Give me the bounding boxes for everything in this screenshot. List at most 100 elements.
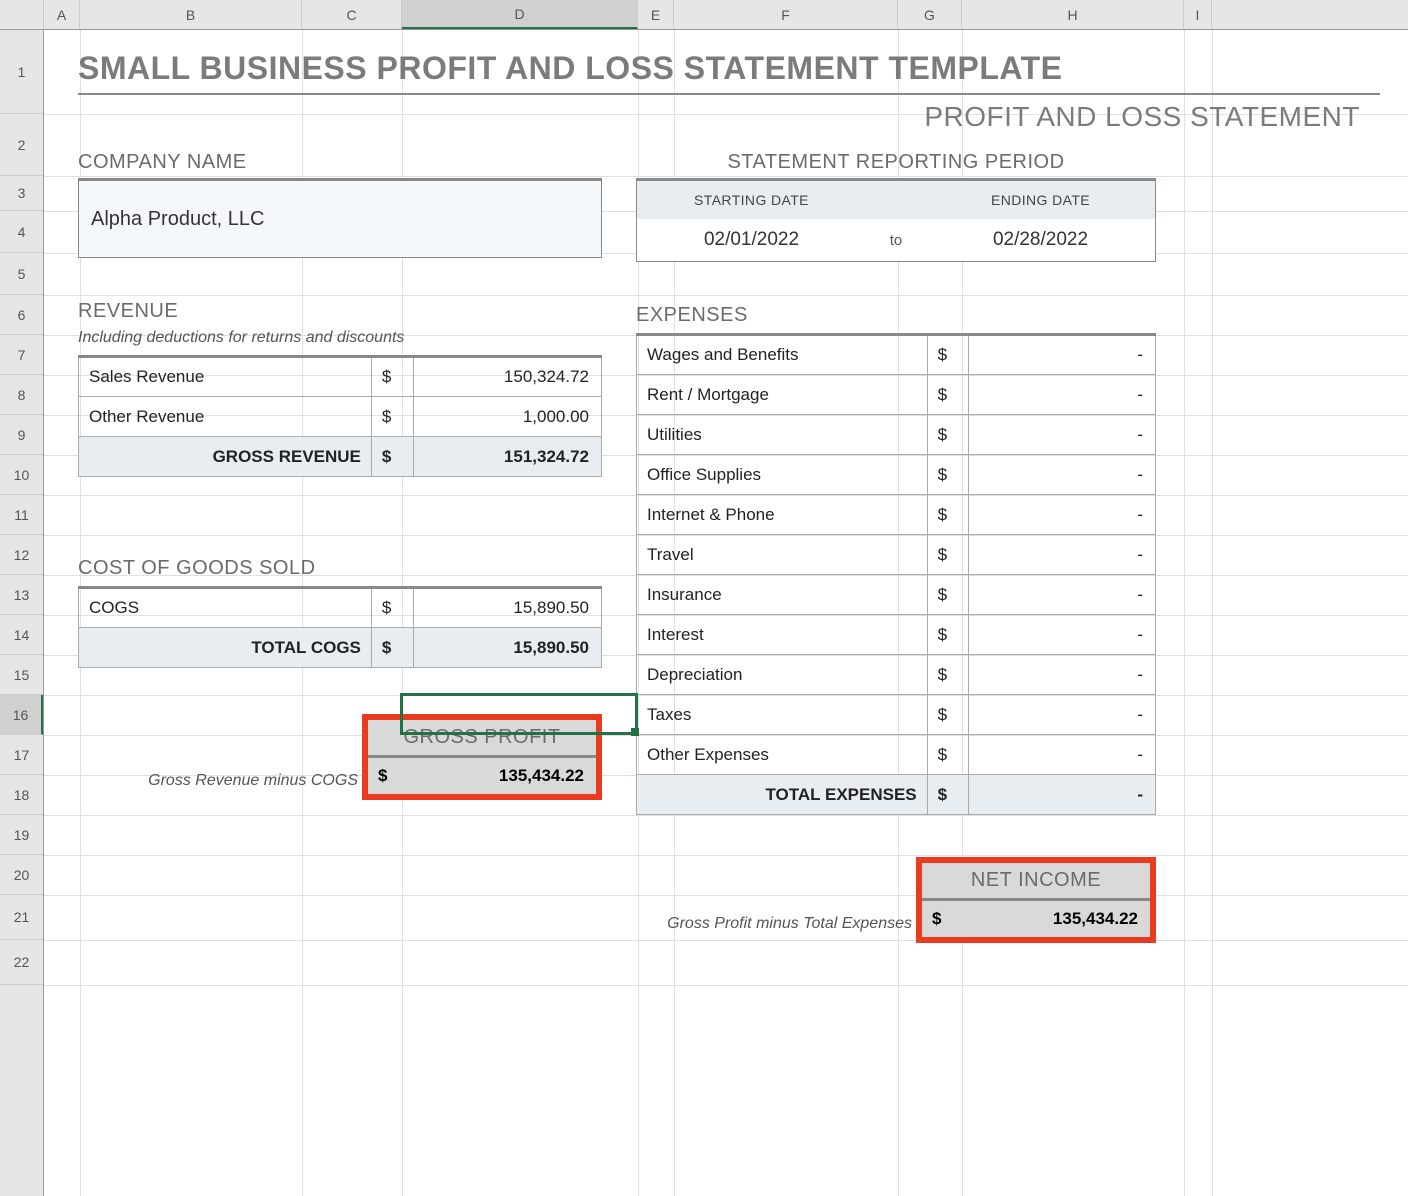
row-header-10[interactable]: 10 bbox=[0, 455, 43, 495]
row-header-8[interactable]: 8 bbox=[0, 375, 43, 415]
revenue-table: Sales Revenue$150,324.72Other Revenue$1,… bbox=[78, 355, 602, 477]
row-label: Interest bbox=[637, 615, 928, 655]
row-val[interactable]: - bbox=[969, 575, 1156, 615]
row-val[interactable]: - bbox=[969, 735, 1156, 775]
row-val[interactable]: 1,000.00 bbox=[413, 397, 601, 437]
col-header-d[interactable]: D bbox=[402, 0, 638, 29]
row-sym: $ bbox=[927, 335, 969, 375]
row-val[interactable]: - bbox=[969, 335, 1156, 375]
row-val[interactable]: - bbox=[969, 415, 1156, 455]
row-val[interactable]: - bbox=[969, 615, 1156, 655]
col-header-i[interactable]: I bbox=[1184, 0, 1212, 29]
end-date-value[interactable]: 02/28/2022 bbox=[926, 219, 1155, 261]
row-sym: $ bbox=[927, 695, 969, 735]
table-row[interactable]: Other Revenue$1,000.00 bbox=[79, 397, 602, 437]
col-header-f[interactable]: F bbox=[674, 0, 898, 29]
row-val[interactable]: - bbox=[969, 375, 1156, 415]
total-label: TOTAL EXPENSES bbox=[637, 775, 928, 815]
revenue-label: REVENUE bbox=[78, 300, 602, 323]
row-label: Wages and Benefits bbox=[637, 335, 928, 375]
row-sym: $ bbox=[927, 615, 969, 655]
gross-profit-note: Gross Revenue minus COGS bbox=[78, 772, 362, 800]
row-header-20[interactable]: 20 bbox=[0, 855, 43, 895]
col-header-b[interactable]: B bbox=[80, 0, 302, 29]
row-label: Other Revenue bbox=[79, 397, 372, 437]
col-header-e[interactable]: E bbox=[638, 0, 674, 29]
row-val[interactable]: - bbox=[969, 455, 1156, 495]
row-header-9[interactable]: 9 bbox=[0, 415, 43, 455]
table-row[interactable]: Travel$- bbox=[637, 535, 1156, 575]
row-sym: $ bbox=[927, 455, 969, 495]
row-header-21[interactable]: 21 bbox=[0, 895, 43, 940]
start-date-value[interactable]: 02/01/2022 bbox=[637, 219, 866, 261]
row-label: Sales Revenue bbox=[79, 357, 372, 397]
row-val[interactable]: - bbox=[969, 695, 1156, 735]
row-sym: $ bbox=[927, 375, 969, 415]
table-row[interactable]: Utilities$- bbox=[637, 415, 1156, 455]
row-header-19[interactable]: 19 bbox=[0, 815, 43, 855]
net-income-box: NET INCOME $ 135,434.22 bbox=[916, 857, 1156, 943]
table-row[interactable]: Wages and Benefits$- bbox=[637, 335, 1156, 375]
row-header-16[interactable]: 16 bbox=[0, 695, 43, 735]
table-row[interactable]: Office Supplies$- bbox=[637, 455, 1156, 495]
page-subtitle: PROFIT AND LOSS STATEMENT bbox=[78, 101, 1380, 133]
row-header-17[interactable]: 17 bbox=[0, 735, 43, 775]
table-row[interactable]: Taxes$- bbox=[637, 695, 1156, 735]
period-label: STATEMENT REPORTING PERIOD bbox=[636, 151, 1156, 174]
row-header-7[interactable]: 7 bbox=[0, 335, 43, 375]
row-sym: $ bbox=[371, 588, 413, 628]
row-header-4[interactable]: 4 bbox=[0, 211, 43, 253]
row-sym: $ bbox=[927, 535, 969, 575]
row-val[interactable]: - bbox=[969, 535, 1156, 575]
row-header-22[interactable]: 22 bbox=[0, 940, 43, 985]
table-row[interactable]: Other Expenses$- bbox=[637, 735, 1156, 775]
select-all-corner[interactable] bbox=[0, 0, 44, 30]
gross-profit-box: GROSS PROFIT $ 135,434.22 bbox=[362, 714, 602, 800]
row-header-11[interactable]: 11 bbox=[0, 495, 43, 535]
period-mid-spacer bbox=[866, 181, 926, 219]
gross-profit-sym: $ bbox=[368, 766, 398, 786]
table-row[interactable]: Sales Revenue$150,324.72 bbox=[79, 357, 602, 397]
company-name-cell[interactable]: Alpha Product, LLC bbox=[78, 178, 602, 258]
row-val[interactable]: - bbox=[969, 655, 1156, 695]
gross-profit-value: 135,434.22 bbox=[398, 766, 596, 786]
table-row[interactable]: Depreciation$- bbox=[637, 655, 1156, 695]
row-header-15[interactable]: 15 bbox=[0, 655, 43, 695]
row-sym: $ bbox=[371, 397, 413, 437]
total-row: TOTAL COGS$15,890.50 bbox=[79, 628, 602, 668]
col-header-c[interactable]: C bbox=[302, 0, 402, 29]
table-row[interactable]: COGS$15,890.50 bbox=[79, 588, 602, 628]
row-label: COGS bbox=[79, 588, 372, 628]
net-income-label: NET INCOME bbox=[922, 863, 1150, 901]
total-sym: $ bbox=[371, 437, 413, 477]
table-row[interactable]: Rent / Mortgage$- bbox=[637, 375, 1156, 415]
col-header-a[interactable]: A bbox=[44, 0, 80, 29]
row-val[interactable]: 15,890.50 bbox=[413, 588, 601, 628]
table-row[interactable]: Insurance$- bbox=[637, 575, 1156, 615]
row-sym: $ bbox=[371, 357, 413, 397]
col-header-g[interactable]: G bbox=[898, 0, 962, 29]
row-header-3[interactable]: 3 bbox=[0, 176, 43, 211]
col-header-h[interactable]: H bbox=[962, 0, 1184, 29]
row-header-12[interactable]: 12 bbox=[0, 535, 43, 575]
row-headers: 12345678910111213141516171819202122 bbox=[0, 30, 44, 1196]
row-header-14[interactable]: 14 bbox=[0, 615, 43, 655]
total-val: - bbox=[969, 775, 1156, 815]
row-sym: $ bbox=[927, 495, 969, 535]
sheet-area[interactable]: SMALL BUSINESS PROFIT AND LOSS STATEMENT… bbox=[44, 30, 1408, 1196]
row-header-6[interactable]: 6 bbox=[0, 295, 43, 335]
row-label: Utilities bbox=[637, 415, 928, 455]
row-header-2[interactable]: 2 bbox=[0, 114, 43, 176]
row-header-18[interactable]: 18 bbox=[0, 775, 43, 815]
table-row[interactable]: Interest$- bbox=[637, 615, 1156, 655]
total-label: GROSS REVENUE bbox=[79, 437, 372, 477]
total-sym: $ bbox=[371, 628, 413, 668]
row-sym: $ bbox=[927, 575, 969, 615]
row-val[interactable]: - bbox=[969, 495, 1156, 535]
row-header-5[interactable]: 5 bbox=[0, 253, 43, 295]
row-label: Rent / Mortgage bbox=[637, 375, 928, 415]
row-header-1[interactable]: 1 bbox=[0, 30, 43, 114]
table-row[interactable]: Internet & Phone$- bbox=[637, 495, 1156, 535]
row-header-13[interactable]: 13 bbox=[0, 575, 43, 615]
row-val[interactable]: 150,324.72 bbox=[413, 357, 601, 397]
